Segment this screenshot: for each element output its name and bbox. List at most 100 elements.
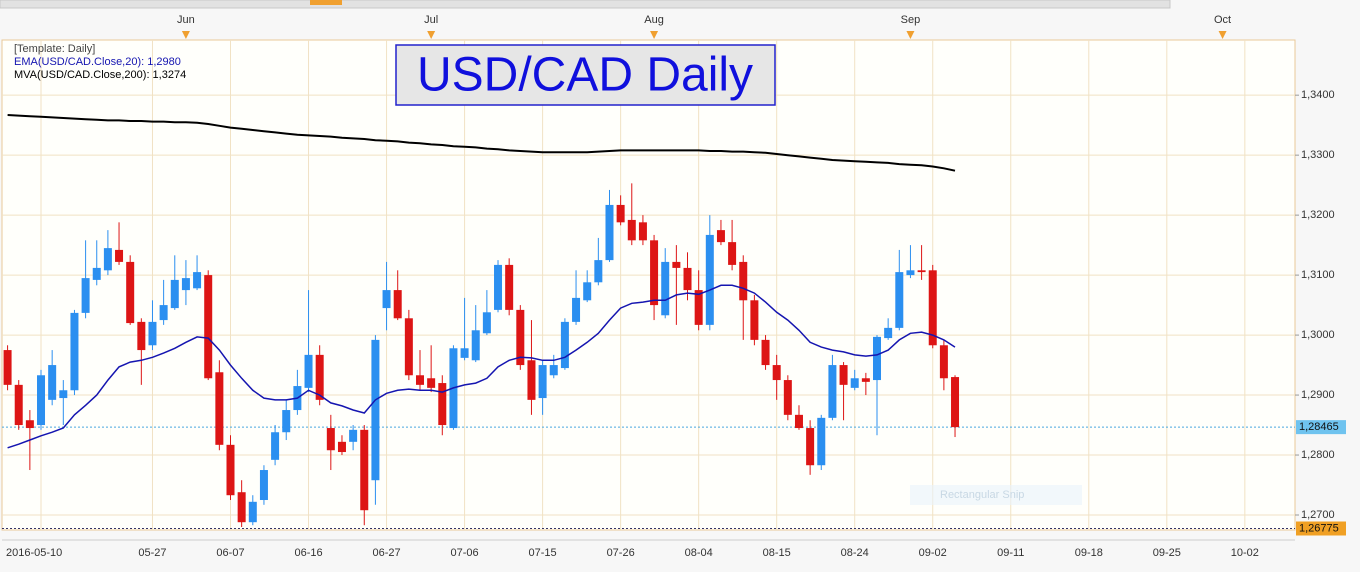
month-marker (427, 31, 436, 39)
candle-body (304, 354, 313, 388)
candle-body (115, 249, 124, 262)
candle-body (739, 261, 748, 301)
candle-body (360, 429, 369, 511)
x-tick-label: 05-27 (138, 547, 166, 559)
month-label: Sep (901, 14, 921, 26)
chart-title: USD/CAD Daily (417, 49, 753, 102)
candle-body (70, 312, 79, 391)
candle-body (895, 272, 904, 328)
y-tick-label: 1,2900 (1301, 389, 1335, 401)
candle-body (415, 375, 424, 385)
candle-body (750, 300, 759, 340)
candle-body (427, 378, 436, 388)
candle-body (560, 321, 569, 369)
candle-body (817, 417, 826, 466)
candle-body (226, 444, 235, 496)
candle-body (527, 360, 536, 400)
candle-body (404, 318, 413, 376)
x-tick-label: 2016-05-10 (6, 547, 62, 559)
candle-body (14, 384, 23, 426)
y-tick-label: 1,3400 (1301, 89, 1335, 101)
candle-body (315, 354, 324, 400)
candle-body (382, 290, 391, 309)
candle-body (672, 261, 681, 268)
candle-body (471, 330, 480, 361)
candle-body (37, 375, 46, 426)
candle-body (583, 282, 592, 301)
x-tick-label: 09-18 (1075, 547, 1103, 559)
candle-body (148, 321, 157, 346)
candle-body (661, 261, 670, 316)
candle-body (48, 365, 57, 400)
month-marker (181, 31, 190, 39)
candle-body (137, 321, 146, 351)
snip-label: Rectangular Snip (940, 489, 1024, 501)
candle-body (438, 383, 447, 426)
candle-body (126, 261, 135, 324)
candle-body (204, 275, 213, 379)
candle-body (884, 327, 893, 339)
candle-body (259, 470, 268, 501)
candle-body (906, 270, 915, 276)
candle-body (728, 242, 737, 265)
price-tag-label: 1,26775 (1299, 522, 1339, 534)
candle-body (928, 270, 937, 346)
y-tick-label: 1,3000 (1301, 329, 1335, 341)
month-label: Jun (177, 14, 195, 26)
candle-body (215, 372, 224, 445)
x-tick-label: 09-25 (1153, 547, 1181, 559)
candle-body (705, 234, 714, 325)
candle-body (371, 339, 380, 481)
toolbar-strip (0, 0, 1171, 9)
x-tick-label: 09-02 (919, 547, 947, 559)
month-label: Jul (424, 14, 438, 26)
candle-body (794, 414, 803, 429)
y-tick-label: 1,3100 (1301, 269, 1335, 281)
x-tick-label: 07-06 (451, 547, 479, 559)
candle-body (594, 260, 603, 283)
plot-layer (2, 40, 1295, 530)
y-tick-label: 1,2700 (1301, 509, 1335, 521)
candle-body (549, 365, 558, 376)
candle-body (683, 267, 692, 291)
month-marker (1218, 31, 1227, 39)
candle-body (828, 365, 837, 418)
x-tick-label: 07-15 (529, 547, 557, 559)
candle-body (193, 272, 202, 289)
candle-body (181, 278, 190, 291)
candle-body (159, 305, 168, 321)
x-tick-label: 06-07 (216, 547, 244, 559)
candle-body (605, 204, 614, 261)
candle-body (839, 365, 848, 385)
candle-body (237, 492, 246, 523)
candle-body (505, 264, 514, 310)
candle-body (393, 290, 402, 319)
candle-body (248, 501, 257, 523)
x-tick-label: 06-27 (372, 547, 400, 559)
indicator-line (7, 284, 956, 449)
candle-body (572, 297, 581, 322)
candle-body (271, 432, 280, 460)
candle-body (92, 267, 101, 280)
template-label: [Template: Daily] (14, 43, 95, 55)
x-tick-label: 08-24 (841, 547, 869, 559)
candle-body (806, 428, 815, 466)
title-box (395, 44, 776, 106)
candle-body (81, 278, 90, 313)
candle-body (282, 410, 291, 433)
ema-legend: EMA(USD/CAD.Close,20): 1,2980 (14, 56, 181, 68)
price-tag-label: 1,28465 (1299, 421, 1339, 433)
y-tick-label: 1,2800 (1301, 449, 1335, 461)
month-marker (906, 31, 915, 39)
candle-body (638, 222, 647, 241)
candle-body (337, 441, 346, 453)
candle-body (761, 339, 770, 366)
candle-body (170, 279, 179, 309)
candle-body (482, 312, 491, 334)
month-marker (650, 31, 659, 39)
scroll-thumb[interactable] (310, 0, 342, 5)
candle-body (861, 378, 870, 382)
candle-body (349, 429, 358, 442)
snip-overlay (910, 485, 1082, 505)
